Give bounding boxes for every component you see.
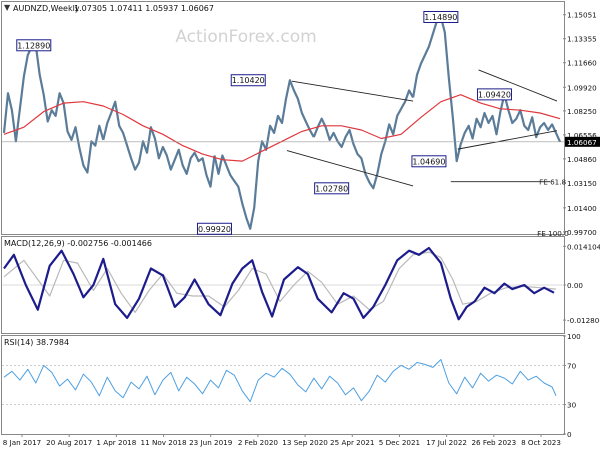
price-y-tick-label: 1.13355 xyxy=(567,35,597,44)
x-tick-label: 13 Sep 2020 xyxy=(282,438,328,447)
price-series-line xyxy=(2,44,105,174)
price-level-tag-label: 1.14890 xyxy=(424,13,457,22)
rsi-line xyxy=(3,359,557,403)
price-y-tick-label: 1.01400 xyxy=(567,204,597,213)
x-tick-label: 17 Jul 2022 xyxy=(426,438,467,447)
macd-signal-line xyxy=(3,251,557,313)
trend-line xyxy=(286,150,414,187)
price-level-tag-label: 1.09420 xyxy=(478,90,511,99)
current-price-marker xyxy=(565,136,600,147)
price-level-tag-label: 0.99920 xyxy=(198,225,231,234)
macd-y-tick-label: 0.00 xyxy=(567,281,583,290)
trend-line xyxy=(478,69,558,102)
price-series-line xyxy=(102,100,216,188)
price-series-line xyxy=(213,79,315,230)
price-series-line xyxy=(312,89,415,190)
rsi-panel-title: RSI(14) 38.7984 xyxy=(4,338,69,347)
price-panel-frame xyxy=(1,1,565,235)
price-level-tag xyxy=(16,39,52,52)
price-level-tag-label: 1.10420 xyxy=(232,76,265,85)
macd-panel-title: MACD(12,26,9) -0.002756 -0.001466 xyxy=(4,239,152,248)
price-level-tag xyxy=(230,74,266,87)
x-tick-label: 20 Aug 2017 xyxy=(46,438,92,447)
price-level-tag xyxy=(196,222,232,235)
price-level-tag xyxy=(423,10,459,23)
price-panel-title: AUDNZD,Weekly xyxy=(13,4,80,13)
rsi-y-tick-label: 70 xyxy=(567,361,577,370)
x-tick-label: 25 Apr 2021 xyxy=(330,438,374,447)
x-tick-label: 1 Apr 2018 xyxy=(96,438,136,447)
x-tick-label: 8 Jan 2017 xyxy=(3,438,42,447)
rsi-panel-frame xyxy=(1,335,565,435)
rsi-y-tick-label: 100 xyxy=(567,332,581,341)
trend-line xyxy=(457,130,558,150)
price-y-tick-label: 0.99700 xyxy=(567,228,597,237)
trend-line xyxy=(291,80,414,102)
price-ohlc-readout: 1.07305 1.07411 1.05937 1.06067 xyxy=(74,4,214,13)
price-level-tag-label: 1.02780 xyxy=(315,184,348,193)
price-level-tag xyxy=(411,155,447,168)
price-y-tick-label: 1.08250 xyxy=(567,107,597,116)
x-tick-label: 5 Dec 2021 xyxy=(379,438,420,447)
fibonacci-label: FE 100.0 xyxy=(537,229,569,238)
price-title-arrow: ▼ xyxy=(4,3,11,12)
x-tick-label: 8 Oct 2023 xyxy=(521,438,561,447)
price-level-tag-label: 1.12890 xyxy=(17,41,50,50)
x-tick-label: 2 Feb 2020 xyxy=(238,438,279,447)
x-tick-label: 26 Feb 2023 xyxy=(471,438,516,447)
macd-line xyxy=(3,246,555,321)
price-level-tag xyxy=(476,88,512,101)
rsi-y-tick-label: 0 xyxy=(567,430,572,439)
price-y-tick-label: 1.06556 xyxy=(567,131,597,140)
macd-y-tick-label: 0.014104 xyxy=(567,242,600,251)
price-y-tick-label: 1.03150 xyxy=(567,179,597,188)
fibonacci-label: FE 61.8 xyxy=(539,178,566,187)
x-tick-label: 23 Jun 2019 xyxy=(189,438,233,447)
current-price-label: 1.06067 xyxy=(567,138,597,147)
price-level-tag xyxy=(314,182,350,195)
price-y-tick-label: 1.04860 xyxy=(567,155,597,164)
watermark: ActionForex.com xyxy=(175,27,316,47)
macd-y-tick-label: -0.012806 xyxy=(567,316,600,325)
price-y-tick-label: 1.11660 xyxy=(567,59,597,68)
moving-average-line xyxy=(3,94,561,162)
x-tick-label: 11 Nov 2018 xyxy=(141,438,187,447)
price-y-tick-label: 1.09920 xyxy=(567,83,597,92)
price-y-tick-label: 1.15051 xyxy=(567,11,597,20)
price-level-tag-label: 1.04690 xyxy=(412,157,445,166)
rsi-y-tick-label: 30 xyxy=(567,401,577,410)
